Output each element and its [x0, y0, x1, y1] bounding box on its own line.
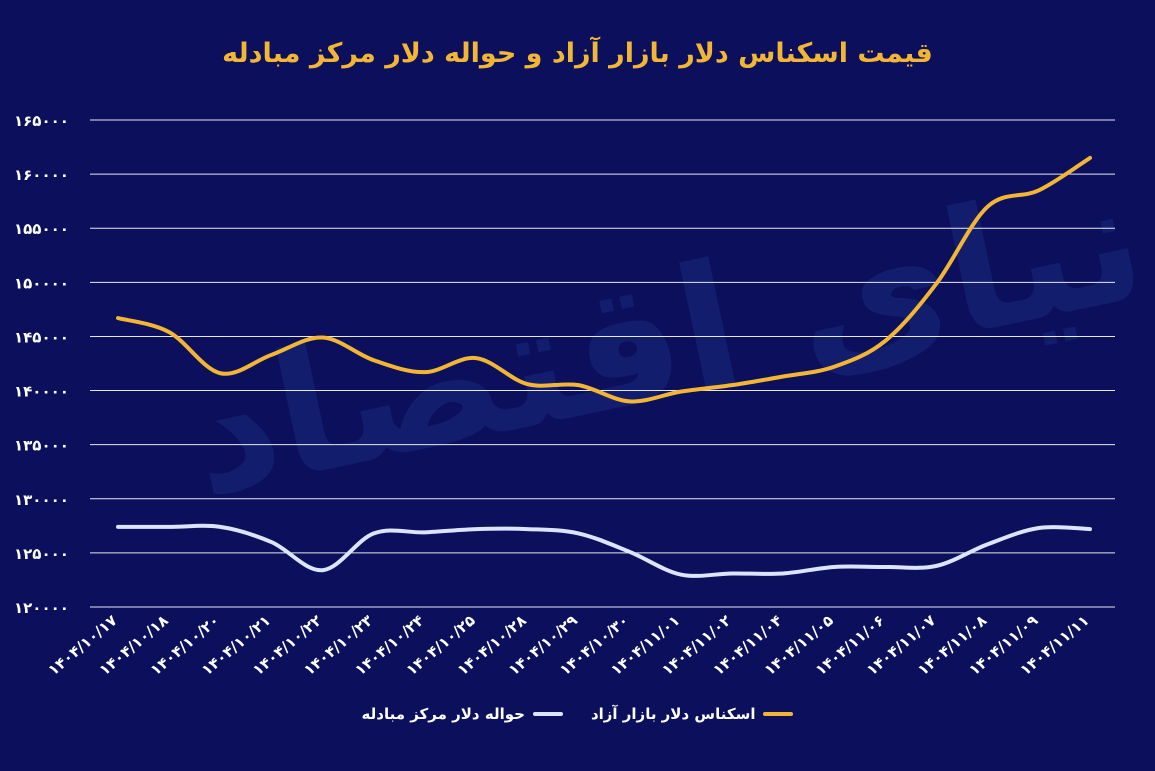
legend-swatch-exchange-center	[532, 712, 563, 716]
y-tick-label: ۱۴۰۰۰۰	[14, 383, 69, 401]
y-tick-label: ۱۳۵۰۰۰	[14, 437, 69, 455]
y-tick-label: ۱۵۵۰۰۰	[14, 220, 69, 238]
legend-label-exchange-center: حواله دلار مرکز مبادله	[361, 705, 525, 723]
legend: اسکناس دلار بازار آزاد حواله دلار مرکز م…	[0, 705, 1155, 723]
series-line-free-market	[116, 155, 1092, 404]
y-tick-label: ۱۵۰۰۰۰	[14, 274, 69, 292]
y-tick-label: ۱۶۵۰۰۰	[14, 112, 69, 130]
y-tick-label: ۱۳۰۰۰۰	[14, 491, 69, 509]
legend-swatch-free-market	[763, 712, 794, 716]
legend-label-free-market: اسکناس دلار بازار آزاد	[590, 705, 756, 723]
legend-item-free-market: اسکناس دلار بازار آزاد	[591, 705, 794, 723]
series-line-exchange-center	[116, 523, 1092, 578]
y-tick-label: ۱۲۵۰۰۰	[14, 545, 69, 563]
chart-title: قیمت اسکناس دلار بازار آزاد و حواله دلار…	[222, 38, 933, 69]
y-tick-label: ۱۶۰۰۰۰	[14, 166, 69, 184]
y-tick-label: ۱۴۵۰۰۰	[14, 328, 69, 346]
legend-item-exchange-center: حواله دلار مرکز مبادله	[362, 705, 563, 723]
y-tick-label: ۱۲۰۰۰۰	[14, 599, 69, 617]
